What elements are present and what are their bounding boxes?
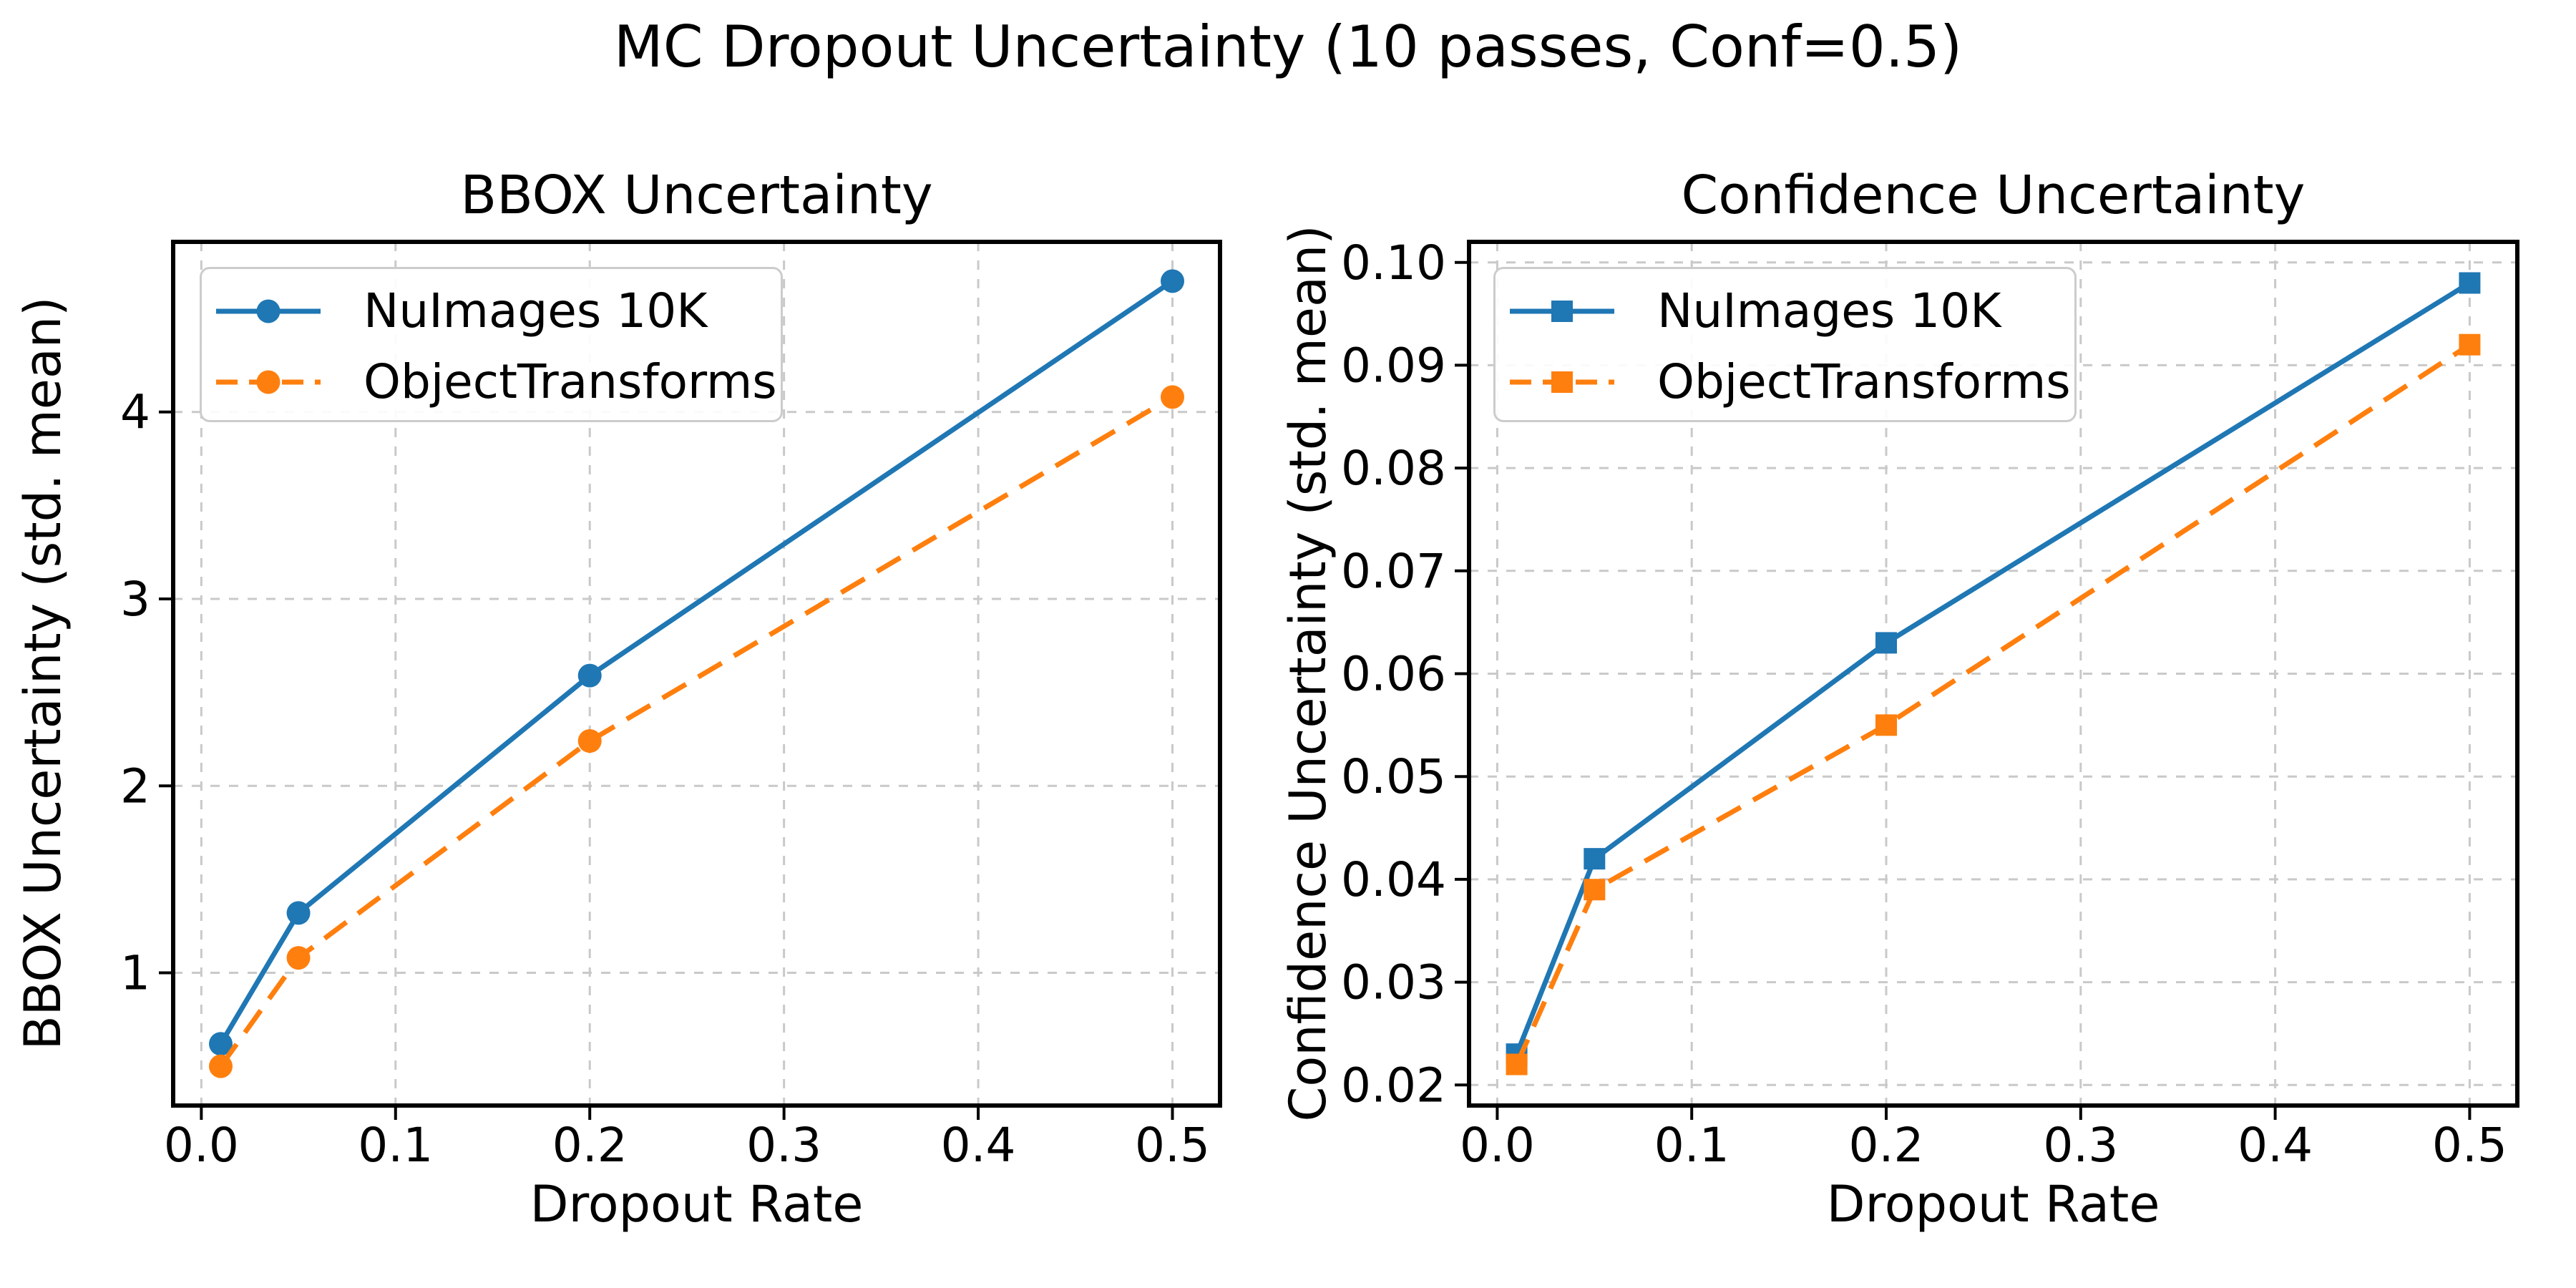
confidence-plot-title: Confidence Uncertainty	[1681, 165, 2306, 226]
y-tick-label: 0.09	[1341, 338, 1446, 393]
confidence-legend: NuImages 10K ObjectTransforms	[1493, 267, 2077, 422]
series-line-objecttransforms	[1514, 342, 2472, 1065]
data-point	[1584, 879, 1606, 901]
y-tick-label: 0.05	[1341, 749, 1446, 804]
legend-sample-line-icon	[1510, 371, 1614, 393]
series-line-objecttransforms	[218, 394, 1174, 1068]
data-point	[577, 663, 602, 688]
legend-label: ObjectTransforms	[1657, 353, 2071, 409]
x-tick-label: 0.4	[2238, 1118, 2313, 1173]
bbox-plot-title: BBOX Uncertainty	[460, 165, 933, 226]
data-point	[577, 729, 602, 753]
legend-item: NuImages 10K	[202, 275, 781, 346]
y-tick-label: 4	[120, 385, 150, 440]
x-tick-label: 0.3	[2043, 1118, 2118, 1173]
legend-item: ObjectTransforms	[1496, 346, 2074, 417]
y-tick-label: 1	[120, 946, 150, 1001]
y-tick-label: 2	[120, 758, 150, 814]
y-tick-label: 0.06	[1341, 647, 1446, 702]
legend-sample-marker	[256, 299, 280, 323]
legend-item: ObjectTransforms	[202, 346, 781, 417]
x-tick-label: 0.2	[552, 1118, 628, 1173]
data-point	[2459, 272, 2481, 294]
series-line-nuimages-10k	[1514, 280, 2472, 1055]
data-point	[1875, 714, 1898, 736]
x-tick-label: 0.2	[1849, 1118, 1924, 1173]
confidence-y-axis-label: Confidence Uncertainty (std. mean)	[1279, 225, 1337, 1122]
data-point	[2459, 333, 2481, 356]
y-tick-label: 3	[120, 572, 150, 627]
legend-sample-line-icon	[216, 299, 321, 323]
figure-suptitle: MC Dropout Uncertainty (10 passes, Conf=…	[613, 14, 1963, 80]
data-point	[209, 1032, 233, 1056]
confidence-x-axis-label: Dropout Rate	[1826, 1175, 2160, 1234]
data-point	[1161, 385, 1184, 409]
legend-sample-marker	[1551, 371, 1573, 393]
x-tick-label: 0.3	[746, 1118, 821, 1173]
data-point	[286, 901, 311, 925]
x-tick-label: 0.5	[1135, 1118, 1210, 1173]
y-tick-label: 0.03	[1341, 955, 1446, 1010]
y-tick-label: 0.08	[1341, 441, 1446, 496]
y-tick-label: 0.04	[1341, 852, 1446, 907]
legend-sample-marker	[256, 370, 280, 394]
bbox-plot-area: 0.0 0.1 0.2 0.3 0.4 0.5 1 2 3 4	[120, 240, 1222, 1173]
series-line-nuimages-10k	[218, 278, 1174, 1045]
bbox-y-axis-label: BBOX Uncertainty (std. mean)	[14, 296, 72, 1050]
x-tick-label: 0.0	[164, 1118, 239, 1173]
x-tick-label: 0.0	[1460, 1118, 1535, 1173]
axes-spine	[171, 240, 1222, 1108]
legend-sample-line-icon	[1510, 300, 1614, 322]
x-tick-label: 0.1	[1654, 1118, 1729, 1173]
legend-item: NuImages 10K	[1496, 275, 2074, 346]
legend-label: ObjectTransforms	[364, 353, 777, 409]
data-point	[286, 946, 311, 970]
data-point	[1506, 1053, 1528, 1075]
legend-sample-marker	[1551, 300, 1573, 322]
bbox-legend: NuImages 10K ObjectTransforms	[200, 267, 783, 422]
legend-label: NuImages 10K	[1657, 283, 2001, 338]
data-point	[1161, 269, 1184, 293]
legend-sample-line-icon	[216, 370, 321, 394]
y-tick-label: 0.10	[1341, 235, 1446, 291]
data-point	[1875, 632, 1898, 654]
y-tick-label: 0.07	[1341, 544, 1446, 599]
x-tick-label: 0.1	[358, 1118, 433, 1173]
legend-label: NuImages 10K	[364, 283, 708, 338]
data-point	[209, 1054, 233, 1078]
x-tick-label: 0.5	[2432, 1118, 2507, 1173]
y-tick-label: 0.02	[1341, 1058, 1446, 1113]
x-tick-label: 0.4	[941, 1118, 1016, 1173]
bbox-x-axis-label: Dropout Rate	[530, 1175, 864, 1234]
data-point	[1584, 848, 1606, 870]
